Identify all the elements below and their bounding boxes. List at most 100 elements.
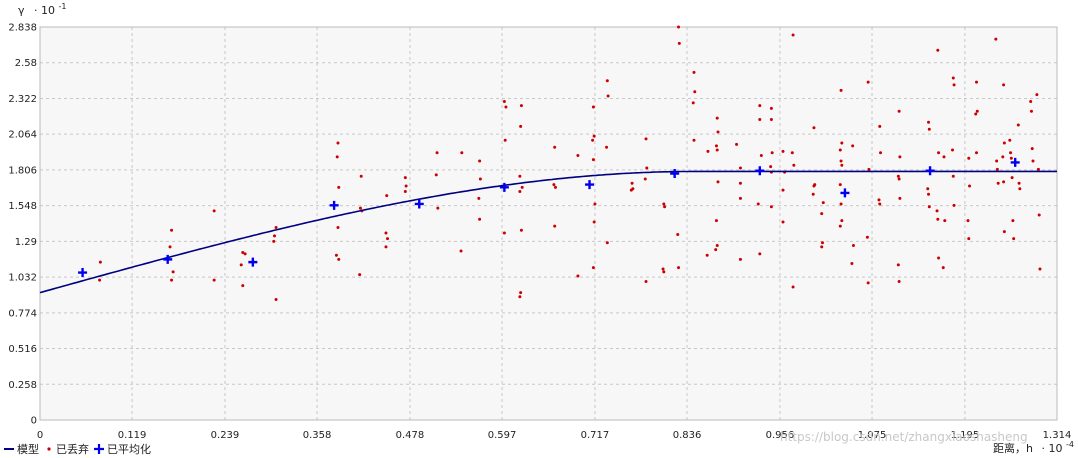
- discarded-point: [715, 148, 719, 152]
- discarded-point: [975, 109, 979, 113]
- discarded-point: [995, 167, 999, 171]
- discarded-points: [98, 25, 1042, 302]
- discarded-point: [677, 41, 681, 45]
- discarded-point: [811, 192, 815, 196]
- discarded-point: [503, 138, 507, 142]
- discarded-point: [865, 235, 869, 239]
- x-tick-label: 0: [37, 430, 43, 441]
- discarded-point: [966, 219, 970, 223]
- discarded-point: [239, 263, 243, 267]
- y-tick-label: 2.322: [8, 94, 37, 105]
- x-tick-label: 0.956: [766, 430, 795, 441]
- discarded-point: [519, 228, 523, 232]
- discarded-point: [385, 194, 389, 198]
- discarded-point: [677, 266, 681, 270]
- discarded-point: [951, 76, 955, 80]
- x-axis: 0 0.119 0.239 0.358 0.478 0.597 0.717 0.836 0.95…: [37, 430, 1072, 441]
- discarded-point: [663, 205, 667, 209]
- discarded-point: [738, 181, 742, 185]
- discarded-point: [520, 185, 524, 189]
- discarded-point: [714, 144, 718, 148]
- y-tick-label: 2.838: [8, 23, 37, 34]
- discarded-point: [937, 256, 941, 260]
- discarded-point: [769, 205, 773, 209]
- discarded-point: [1002, 141, 1006, 145]
- y-tick-label: 1.806: [8, 165, 37, 176]
- discarded-point: [676, 232, 680, 236]
- discarded-point: [576, 274, 580, 278]
- discarded-point: [273, 234, 277, 238]
- discarded-point: [821, 201, 825, 205]
- discarded-point: [477, 196, 481, 200]
- discarded-point: [781, 220, 785, 224]
- discarded-point: [1031, 159, 1035, 163]
- discarded-point: [243, 252, 247, 256]
- discarded-point: [738, 166, 742, 170]
- y-axis: 0 0.258 0.516 0.774 1.032 1.29 1.548 1.806 2.064…: [8, 23, 37, 427]
- discarded-point: [839, 88, 843, 92]
- x-axis-scale: · 10: [1041, 442, 1062, 455]
- discarded-point: [630, 181, 634, 185]
- discarded-point: [1029, 109, 1033, 113]
- discarded-point: [897, 177, 901, 181]
- discarded-point: [1017, 181, 1021, 185]
- discarded-point: [952, 203, 956, 207]
- y-axis-exponent: -1: [59, 2, 67, 11]
- discarded-point: [714, 248, 718, 252]
- discarded-point: [553, 185, 557, 189]
- x-tick-label: 1.314: [1043, 430, 1072, 441]
- discarded-point: [98, 278, 102, 282]
- discarded-point: [336, 226, 340, 230]
- discarded-point: [769, 165, 773, 169]
- discarded-point: [334, 253, 338, 257]
- y-tick-label: 1.548: [8, 201, 37, 212]
- discarded-point: [896, 174, 900, 178]
- discarded-point: [436, 206, 440, 210]
- discarded-point: [1012, 237, 1016, 241]
- discarded-point: [820, 212, 824, 216]
- model-curve: [39, 170, 1057, 294]
- y-axis-symbol: γ: [18, 4, 25, 17]
- y-tick-label: 2.064: [8, 130, 37, 141]
- grid: [39, 26, 1058, 421]
- discarded-point: [692, 138, 696, 142]
- discarded-point: [936, 217, 940, 221]
- discarded-point: [644, 280, 648, 284]
- x-tick-label: 0.239: [211, 430, 240, 441]
- x-axis-label: 距离，h: [993, 441, 1033, 455]
- discarded-point: [519, 124, 523, 128]
- discarded-point: [850, 262, 854, 266]
- averaged-point: [840, 188, 850, 198]
- discarded-point: [1002, 180, 1006, 184]
- discarded-point: [592, 134, 596, 138]
- discarded-point: [478, 159, 482, 163]
- discarded-point: [358, 273, 362, 277]
- discarded-point: [593, 202, 597, 206]
- discarded-point: [838, 224, 842, 228]
- discarded-point: [714, 219, 718, 223]
- discarded-point: [994, 37, 998, 41]
- discarded-point: [170, 228, 174, 232]
- y-tick-label: 0.516: [8, 344, 37, 355]
- discarded-point: [553, 224, 557, 228]
- discarded-point: [791, 33, 795, 37]
- discarded-point: [358, 206, 362, 210]
- discarded-point: [212, 209, 216, 213]
- x-tick-label: 0.717: [581, 430, 610, 441]
- discarded-point: [519, 104, 523, 108]
- discarded-point: [716, 130, 720, 134]
- x-tick-label: 1.075: [858, 430, 887, 441]
- discarded-point: [460, 151, 464, 155]
- discarded-point: [951, 148, 955, 152]
- averaged-point: [499, 182, 509, 192]
- discarded-point: [386, 237, 390, 241]
- discarded-point: [691, 101, 695, 105]
- discarded-point: [404, 184, 408, 188]
- y-tick-label: 2.58: [15, 58, 37, 69]
- discarded-point: [335, 155, 339, 159]
- discarded-point: [336, 141, 340, 145]
- x-tick-label: 0.358: [303, 430, 332, 441]
- discarded-point: [629, 188, 633, 192]
- discarded-point: [758, 118, 762, 122]
- discarded-point: [661, 267, 665, 271]
